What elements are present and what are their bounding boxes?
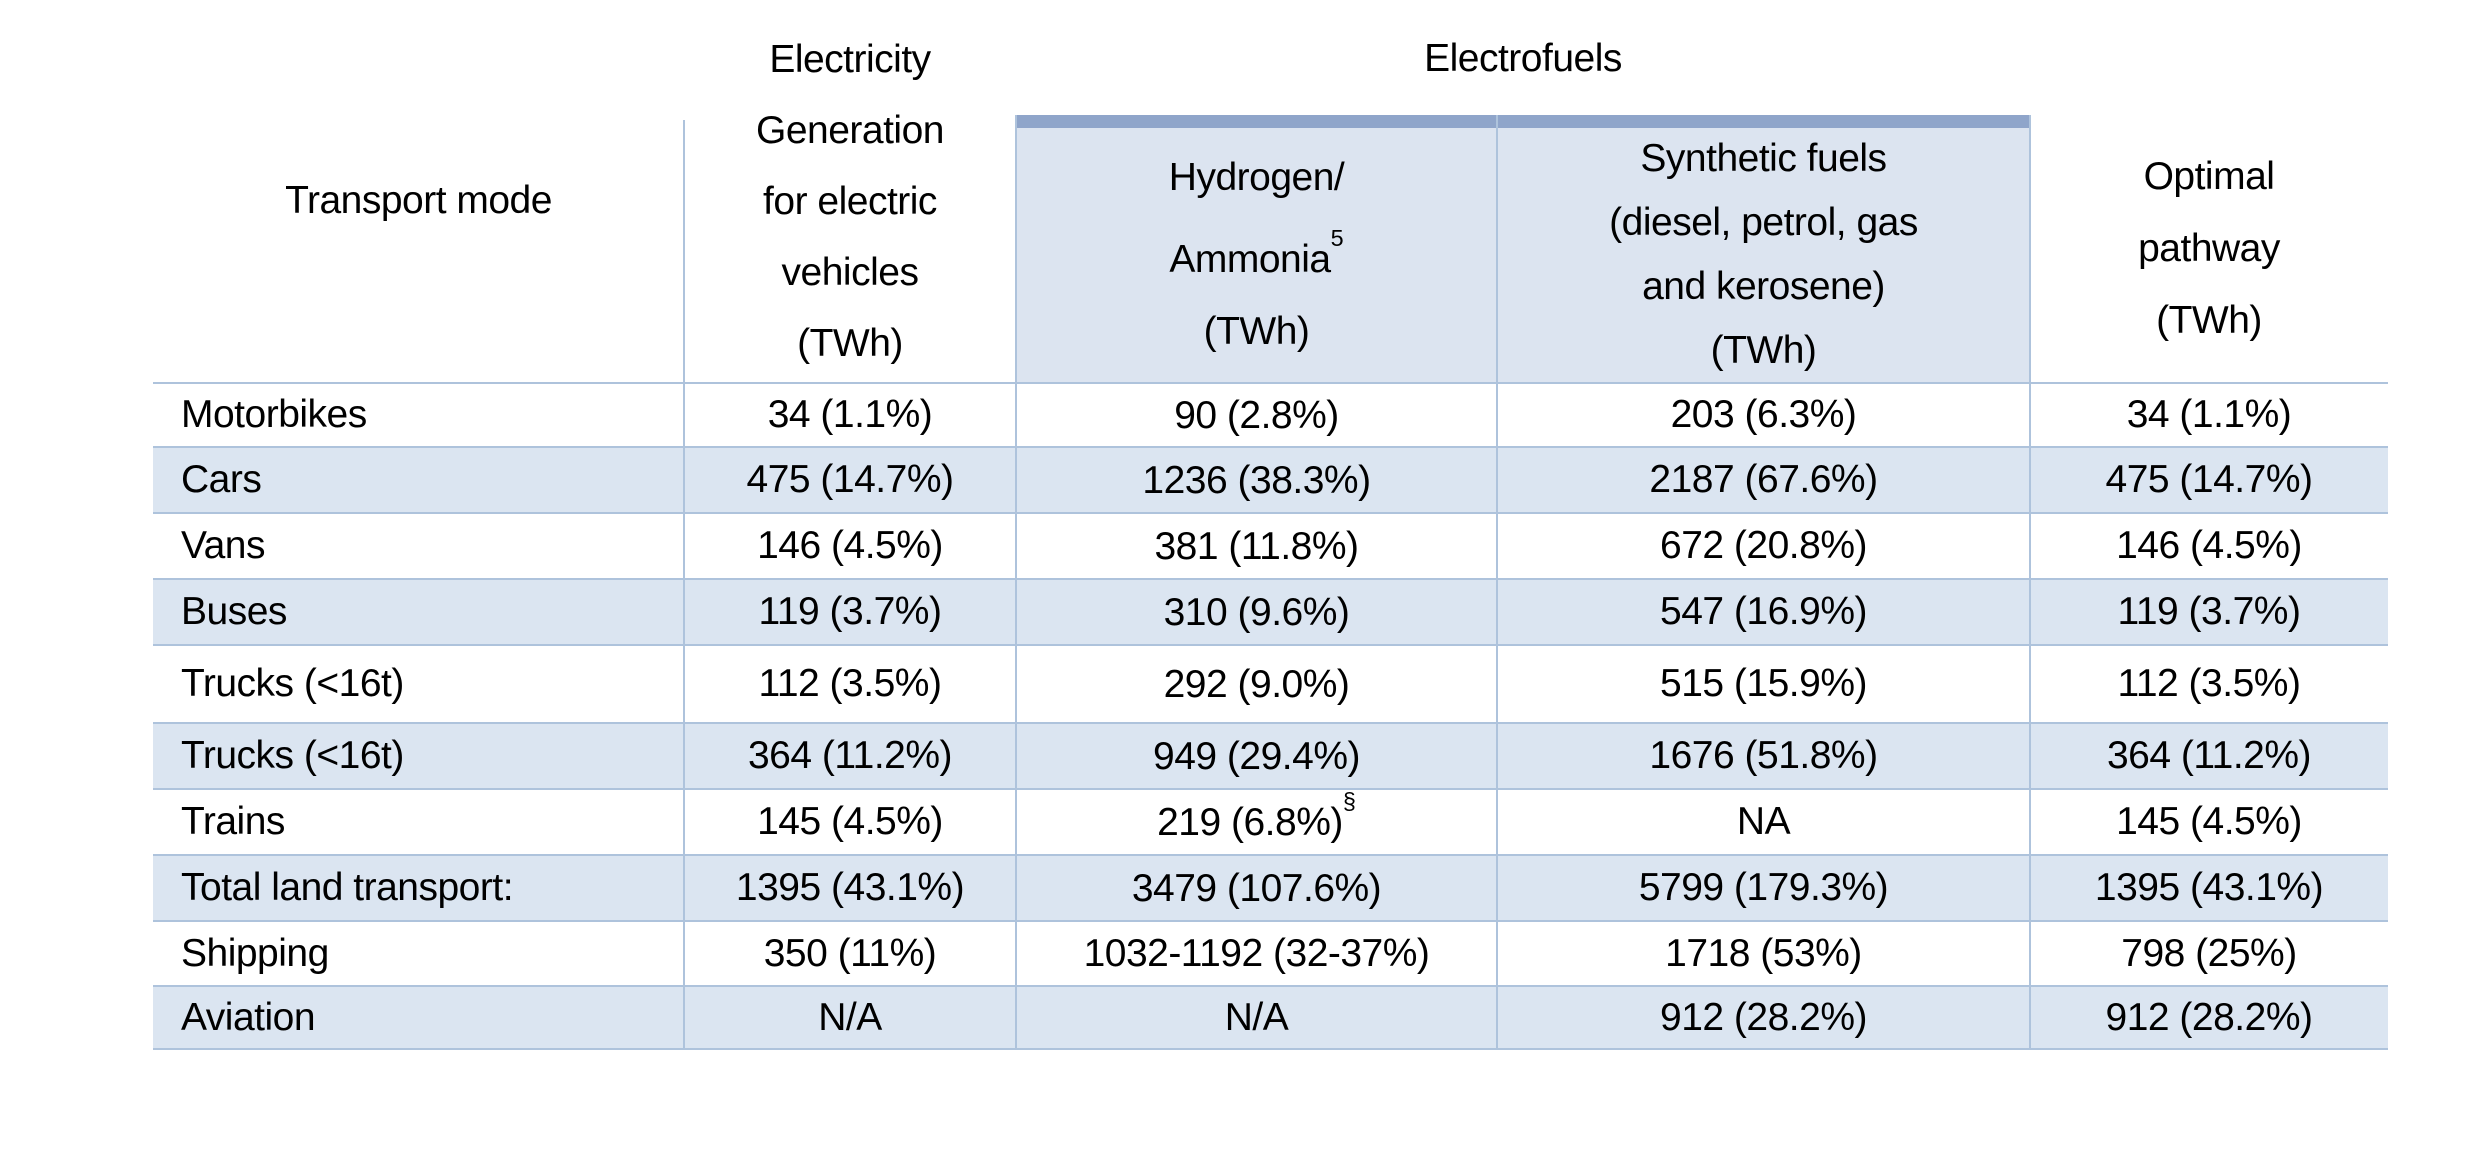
table-row-cars: Cars 475 (14.7%) 1236 (38.3%) 2187 (67.6… bbox=[153, 446, 2388, 512]
group-header-label: Electrofuels bbox=[1424, 37, 1622, 80]
grid-line-vertical-1 bbox=[683, 120, 685, 1048]
transport-energy-table: Electrofuels Transport mode Electricity … bbox=[153, 20, 2388, 1050]
col-header-synthetic-fuels: Synthetic fuels (diesel, petrol, gas and… bbox=[1609, 137, 1918, 372]
cell-synthetic: 2187 (67.6%) bbox=[1649, 458, 1878, 501]
table-row-trucks-large: Trucks (<16t) 364 (11.2%) 949 (29.4%) 16… bbox=[153, 722, 2388, 788]
cell-hydrogen: 1236 (38.3%) bbox=[1142, 458, 1371, 502]
cell-hydrogen: 310 (9.6%) bbox=[1163, 590, 1350, 634]
col-header-hydrogen-ammonia: Hydrogen/ Ammonia5 (TWh) bbox=[1168, 156, 1345, 353]
cell-ev: 350 (11%) bbox=[763, 931, 937, 975]
cell-mode: Trains bbox=[181, 800, 285, 843]
table-row-trucks-small: Trucks (<16t) 112 (3.5%) 292 (9.0%) 515 … bbox=[153, 644, 2388, 722]
cell-optimal: 798 (25%) bbox=[2121, 931, 2297, 975]
group-header-electrofuels: Electrofuels bbox=[1016, 20, 2030, 98]
table-row-buses: Buses 119 (3.7%) 310 (9.6%) 547 (16.9%) … bbox=[153, 578, 2388, 644]
col-header-optimal-pathway: Optimal pathway (TWh) bbox=[2138, 154, 2280, 342]
cell-synthetic: 5799 (179.3%) bbox=[1638, 866, 1889, 909]
electrofuels-subheader-box bbox=[1016, 115, 2030, 382]
cell-mode: Buses bbox=[181, 590, 287, 633]
table-row-trains: Trains 145 (4.5%) 219 (6.8%)§ NA 145 (4.… bbox=[153, 788, 2388, 854]
cell-synthetic: 547 (16.9%) bbox=[1660, 590, 1867, 633]
cell-optimal: 34 (1.1%) bbox=[2126, 393, 2292, 436]
cell-ev: 112 (3.5%) bbox=[758, 662, 942, 705]
cell-synthetic: 912 (28.2%) bbox=[1660, 995, 1867, 1039]
cell-synthetic: 203 (6.3%) bbox=[1670, 393, 1857, 436]
table-header: Electrofuels Transport mode Electricity … bbox=[153, 20, 2388, 382]
cell-synthetic: 1676 (51.8%) bbox=[1649, 734, 1878, 777]
cell-ev: 119 (3.7%) bbox=[758, 590, 942, 633]
cell-optimal: 475 (14.7%) bbox=[2105, 458, 2313, 501]
cell-mode: Total land transport: bbox=[181, 866, 514, 909]
footnote-marker-5: 5 bbox=[1330, 225, 1344, 252]
cell-ev: 475 (14.7%) bbox=[746, 458, 954, 501]
cell-mode: Vans bbox=[181, 524, 266, 567]
grid-line-vertical-3 bbox=[1496, 115, 1498, 1048]
cell-optimal: 364 (11.2%) bbox=[2106, 734, 2312, 777]
cell-mode: Trucks (<16t) bbox=[181, 734, 404, 777]
col-header-transport-mode: Transport mode bbox=[285, 179, 552, 222]
cell-hydrogen: 3479 (107.6%) bbox=[1131, 866, 1382, 910]
cell-hydrogen: 292 (9.0%) bbox=[1163, 662, 1350, 706]
cell-ev: 1395 (43.1%) bbox=[735, 866, 965, 909]
cell-synthetic: NA bbox=[1736, 800, 1791, 843]
table-row-motorbikes: Motorbikes 34 (1.1%) 90 (2.8%) 203 (6.3%… bbox=[153, 382, 2388, 446]
cell-synthetic: 672 (20.8%) bbox=[1660, 524, 1867, 567]
footnote-marker-section: § bbox=[1342, 787, 1356, 814]
cell-optimal: 145 (4.5%) bbox=[2116, 800, 2302, 843]
cell-synthetic: 1718 (53%) bbox=[1665, 931, 1862, 975]
cell-hydrogen: 381 (11.8%) bbox=[1154, 524, 1359, 568]
cell-optimal: 119 (3.7%) bbox=[2117, 590, 2301, 633]
grid-line-vertical-2 bbox=[1015, 115, 1017, 1048]
cell-ev: 145 (4.5%) bbox=[757, 800, 943, 843]
cell-ev: 34 (1.1%) bbox=[767, 393, 933, 436]
cell-ev: 146 (4.5%) bbox=[757, 524, 943, 567]
cell-mode: Motorbikes bbox=[181, 393, 367, 436]
cell-mode: Shipping bbox=[181, 931, 329, 975]
cell-optimal: 146 (4.5%) bbox=[2116, 524, 2302, 567]
cell-optimal: 112 (3.5%) bbox=[2117, 662, 2301, 705]
cell-hydrogen: 1032-1192 (32-37%) bbox=[1083, 932, 1430, 975]
cell-mode: Cars bbox=[181, 458, 262, 501]
col-header-electricity-generation: Electricity Generation for electric vehi… bbox=[756, 37, 944, 365]
table-row-shipping: Shipping 350 (11%) 1032-1192 (32-37%) 17… bbox=[153, 920, 2388, 985]
cell-mode: Trucks (<16t) bbox=[181, 662, 404, 705]
cell-ev: N/A bbox=[818, 995, 882, 1039]
cell-optimal: 912 (28.2%) bbox=[2105, 995, 2313, 1039]
cell-hydrogen: 219 (6.8%)§ bbox=[1157, 787, 1356, 844]
grid-line-vertical-4 bbox=[2029, 115, 2031, 1048]
cell-hydrogen: 90 (2.8%) bbox=[1174, 393, 1339, 437]
cell-synthetic: 515 (15.9%) bbox=[1660, 662, 1867, 705]
table-row-total-land-transport: Total land transport: 1395 (43.1%) 3479 … bbox=[153, 854, 2388, 920]
table-body: Motorbikes 34 (1.1%) 90 (2.8%) 203 (6.3%… bbox=[153, 382, 2388, 1050]
cell-hydrogen: 949 (29.4%) bbox=[1153, 734, 1360, 778]
cell-mode: Aviation bbox=[181, 995, 316, 1039]
table-row-aviation: Aviation N/A N/A 912 (28.2%) 912 (28.2%) bbox=[153, 985, 2388, 1048]
table-row-vans: Vans 146 (4.5%) 381 (11.8%) 672 (20.8%) … bbox=[153, 512, 2388, 578]
cell-optimal: 1395 (43.1%) bbox=[2094, 866, 2324, 909]
cell-ev: 364 (11.2%) bbox=[747, 734, 953, 777]
cell-hydrogen: N/A bbox=[1224, 996, 1289, 1039]
